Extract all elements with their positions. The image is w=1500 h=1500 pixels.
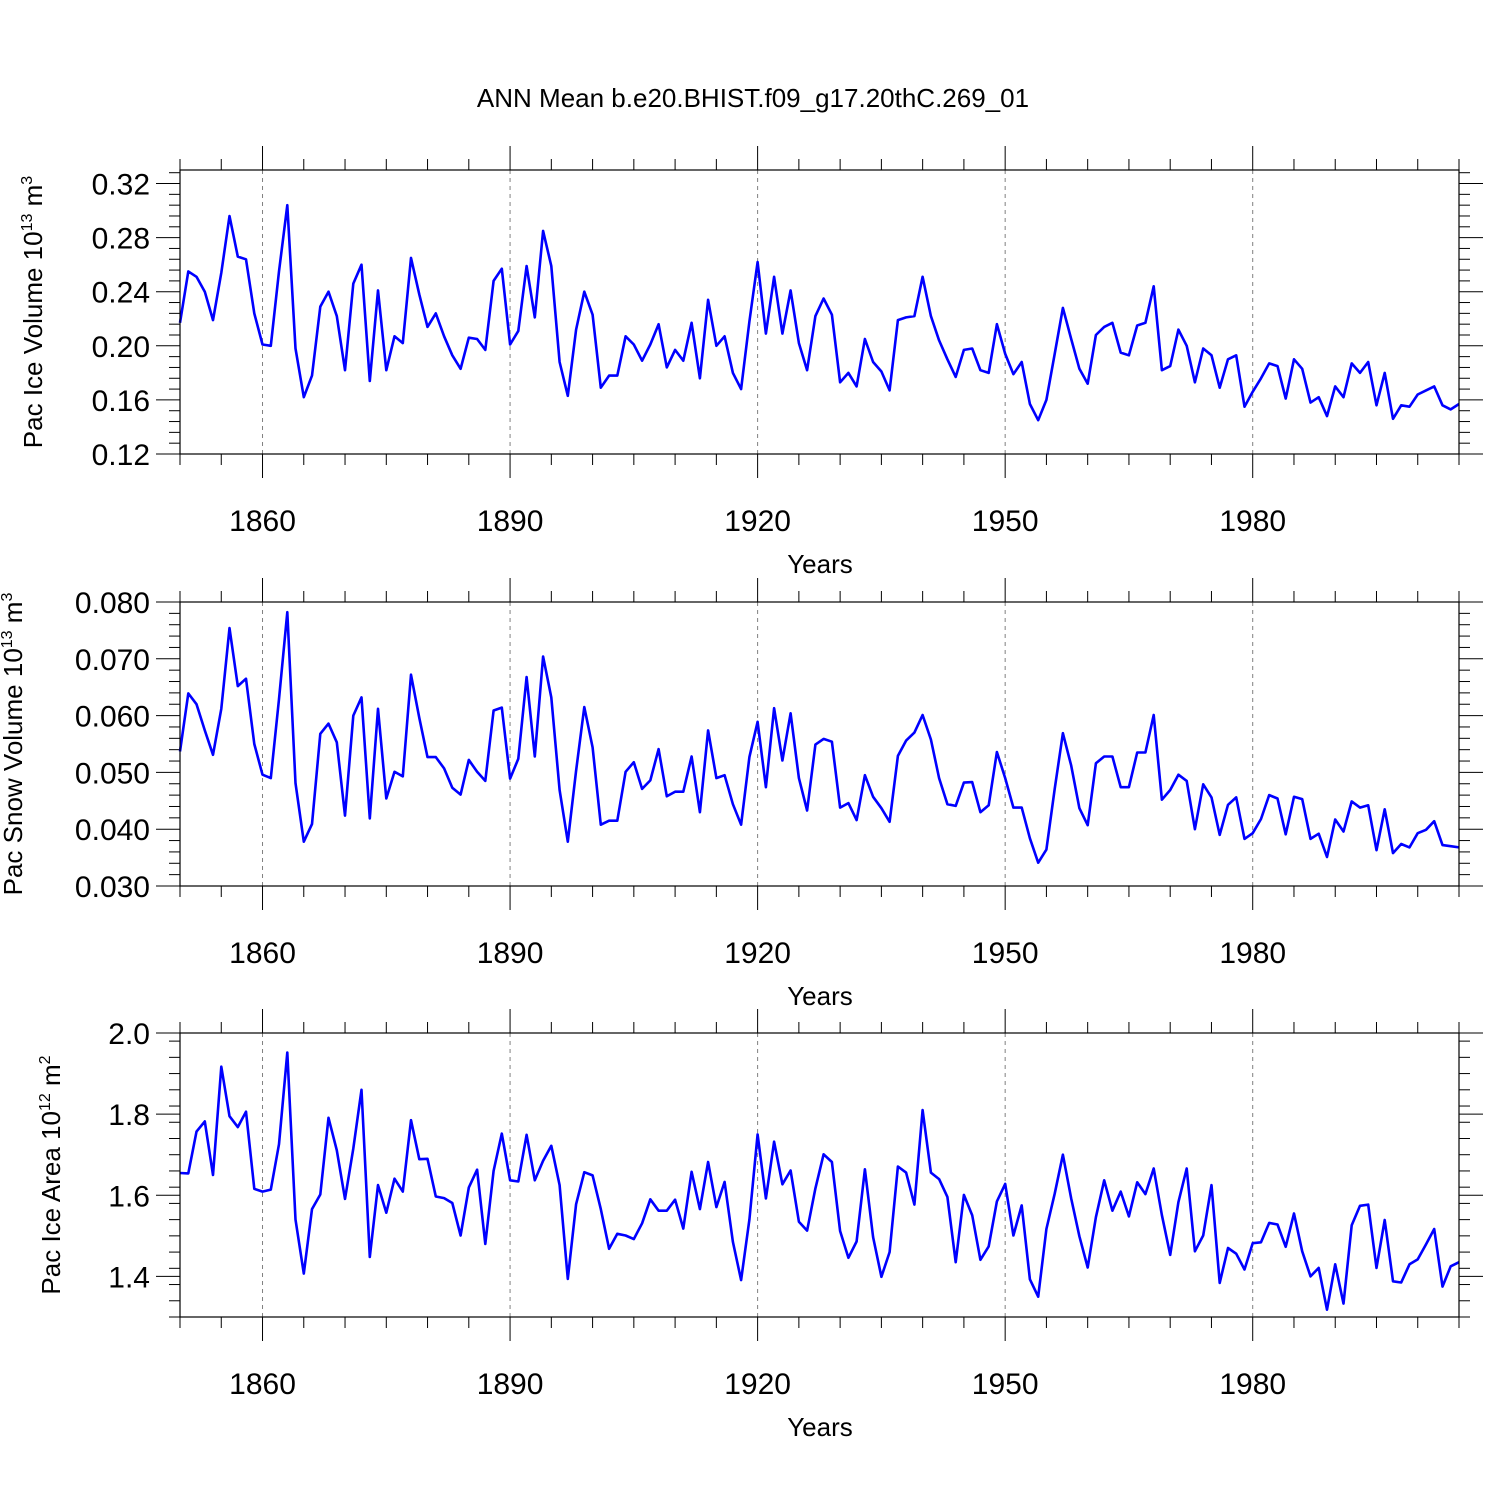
- y-tick-label-0.32: 0.32: [92, 169, 150, 202]
- y-axis-exponent: 2: [37, 1055, 54, 1064]
- y-axis-text: m: [0, 602, 28, 631]
- y-tick-label-0.050: 0.050: [75, 757, 150, 790]
- panel-ice-volume: 1860 1890 1920 1950 1980 0.12 0.16 0.20 0.24 0.28…: [18, 146, 1483, 579]
- y-tick-label-0.060: 0.060: [75, 701, 150, 734]
- y-tick-label-0.080: 0.080: [75, 587, 150, 620]
- series-line-ice-volume: [178, 203, 1460, 422]
- y-tick-label-1.8: 1.8: [108, 1099, 150, 1132]
- x-axis-title: Years: [787, 1412, 853, 1442]
- y-axis-text: Pac Ice Volume 10: [18, 231, 48, 448]
- x-tick-label-1980: 1980: [1219, 937, 1286, 970]
- series-line-ice-area: [179, 1051, 1460, 1311]
- y-axis-text: Pac Snow Volume 10: [0, 648, 28, 895]
- x-tick-label-1890: 1890: [477, 505, 544, 538]
- x-tick-label-1980: 1980: [1219, 1368, 1286, 1401]
- chart-panels: 1860 1890 1920 1950 1980 0.12 0.16 0.20 0.24 0.28…: [0, 146, 1483, 1442]
- y-tick-label-0.16: 0.16: [92, 385, 150, 418]
- y-axis-exponent: 13: [0, 630, 16, 648]
- y-tick-label-0.20: 0.20: [92, 331, 150, 364]
- y-axis-title-ice-volume: Pac Ice Volume 1013 m3: [18, 176, 48, 449]
- y-axis-exponent: 13: [19, 213, 36, 231]
- figure-title: ANN Mean b.e20.BHIST.f09_g17.20thC.269_0…: [477, 83, 1029, 113]
- x-tick-label-1860: 1860: [229, 937, 296, 970]
- plot-frame: [179, 169, 1460, 455]
- x-tick-label-1920: 1920: [724, 1368, 791, 1401]
- y-tick-label-0.070: 0.070: [75, 644, 150, 677]
- panel-ice-area: 1860 1890 1920 1950 1980 1.4 1.6 1.8 2.0 Years Pac…: [36, 1009, 1483, 1442]
- y-axis-text: Pac Ice Area 10: [36, 1111, 66, 1295]
- plot-frame: [179, 601, 1460, 887]
- x-tick-label-1950: 1950: [972, 1368, 1039, 1401]
- y-axis-exponent: 3: [19, 176, 36, 185]
- x-tick-label-1920: 1920: [724, 505, 791, 538]
- x-tick-label-1950: 1950: [972, 937, 1039, 970]
- y-tick-label-2.0: 2.0: [108, 1018, 150, 1051]
- x-tick-label-1860: 1860: [229, 505, 296, 538]
- y-tick-label-0.24: 0.24: [92, 277, 150, 310]
- y-tick-label-0.040: 0.040: [75, 814, 150, 847]
- y-axis-text: m: [36, 1064, 66, 1093]
- y-axis-exponent: 3: [0, 593, 16, 602]
- x-axis-title: Years: [787, 981, 853, 1011]
- x-tick-label-1950: 1950: [972, 505, 1039, 538]
- y-tick-label-0.12: 0.12: [92, 439, 150, 472]
- y-tick-label-0.030: 0.030: [75, 871, 150, 904]
- x-tick-label-1860: 1860: [229, 1368, 296, 1401]
- series-line-snow-volume: [178, 610, 1460, 865]
- x-tick-label-1920: 1920: [724, 937, 791, 970]
- x-tick-label-1890: 1890: [477, 937, 544, 970]
- x-tick-label-1980: 1980: [1219, 505, 1286, 538]
- y-tick-label-1.6: 1.6: [108, 1180, 150, 1213]
- x-axis-title: Years: [787, 549, 853, 579]
- y-axis-title-ice-area: Pac Ice Area 1012 m2: [36, 1055, 66, 1294]
- plot-frame: [179, 1032, 1460, 1318]
- y-tick-label-1.4: 1.4: [108, 1261, 150, 1294]
- y-tick-label-0.28: 0.28: [92, 223, 150, 256]
- panel-snow-volume: 1860 1890 1920 1950 1980 0.030 0.040 0.050 0.060…: [0, 578, 1483, 1011]
- y-axis-exponent: 12: [37, 1093, 54, 1111]
- y-axis-text: m: [18, 185, 48, 214]
- y-axis-title-snow-volume: Pac Snow Volume 1013 m3: [0, 593, 28, 896]
- x-tick-label-1890: 1890: [477, 1368, 544, 1401]
